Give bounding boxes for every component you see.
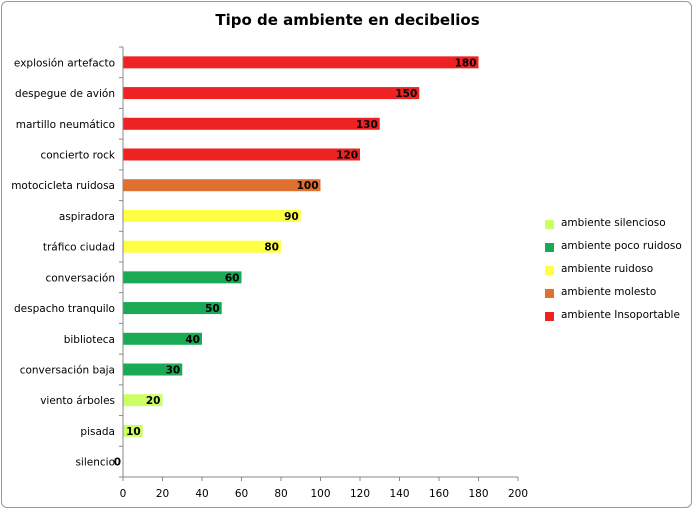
legend-label: ambiente poco ruidoso <box>561 240 682 252</box>
bar <box>123 87 420 100</box>
data-label: 180 <box>455 57 477 69</box>
legend-label: ambiente ruidoso <box>561 263 654 275</box>
legend-swatch <box>545 266 554 275</box>
category-label: conversación <box>45 272 115 284</box>
category-label: biblioteca <box>64 334 115 346</box>
legend-item: ambiente poco ruidoso <box>545 240 695 263</box>
bar <box>123 240 281 253</box>
data-label: 100 <box>297 180 319 192</box>
category-label: tráfico ciudad <box>43 242 115 254</box>
x-tick-label: 120 <box>350 488 370 500</box>
x-tick-label: 20 <box>156 488 169 500</box>
category-label: despacho tranquilo <box>14 303 115 315</box>
category-label: pisada <box>80 426 115 438</box>
data-label: 40 <box>185 334 200 346</box>
data-label: 150 <box>395 88 417 100</box>
legend-label: ambiente silencioso <box>561 217 666 229</box>
legend-swatch <box>545 289 554 298</box>
category-label: explosión artefacto <box>14 57 115 69</box>
x-tick-label: 200 <box>508 488 528 500</box>
bar <box>123 302 222 315</box>
data-label: 10 <box>126 426 141 438</box>
category-label: martillo neumático <box>16 119 115 131</box>
x-tick-label: 40 <box>195 488 208 500</box>
data-label: 130 <box>356 119 378 131</box>
bar <box>123 179 321 192</box>
data-label: 30 <box>166 365 181 377</box>
bar <box>123 209 301 222</box>
bar <box>123 332 202 345</box>
x-tick-label: 100 <box>310 488 330 500</box>
data-label: 90 <box>284 211 299 223</box>
legend-swatch <box>545 220 554 229</box>
bar <box>123 271 242 284</box>
category-label: silencio <box>75 457 115 469</box>
x-tick-label: 80 <box>274 488 287 500</box>
bar <box>123 424 143 437</box>
data-label: 80 <box>264 242 279 254</box>
bar <box>123 394 163 407</box>
data-label: 20 <box>146 395 161 407</box>
data-label: 60 <box>225 272 240 284</box>
bar <box>123 148 360 161</box>
legend-swatch <box>545 243 554 252</box>
category-label: concierto rock <box>40 150 115 162</box>
x-tick-label: 160 <box>429 488 449 500</box>
legend: ambiente silencioso ambiente poco ruidoso… <box>545 217 695 332</box>
category-label: motocicleta ruidosa <box>11 180 115 192</box>
category-label: despegue de avión <box>15 88 115 100</box>
axes-group: explosión artefacto despegue de avión mart… <box>11 46 528 500</box>
category-label: viento árboles <box>40 395 115 407</box>
x-tick-label: 140 <box>389 488 409 500</box>
data-label: 50 <box>205 303 220 315</box>
x-tick-label: 0 <box>120 488 127 500</box>
chart-title: Tipo de ambiente en decibelios <box>215 11 480 29</box>
legend-label: ambiente molesto <box>561 286 657 298</box>
legend-item: ambiente Insoportable <box>545 309 695 332</box>
x-tick-label: 180 <box>468 488 488 500</box>
legend-item: ambiente ruidoso <box>545 263 695 286</box>
data-label: 0 <box>114 457 121 469</box>
data-label: 120 <box>336 150 358 162</box>
legend-item: ambiente silencioso <box>545 217 695 240</box>
legend-swatch <box>545 312 554 321</box>
legend-label: ambiente Insoportable <box>561 309 680 321</box>
bar <box>123 56 479 69</box>
bar <box>123 117 380 130</box>
legend-item: ambiente molesto <box>545 286 695 309</box>
x-tick-label: 60 <box>235 488 248 500</box>
category-label: conversación baja <box>20 365 115 377</box>
bar <box>123 363 183 376</box>
category-label: aspiradora <box>59 211 115 223</box>
